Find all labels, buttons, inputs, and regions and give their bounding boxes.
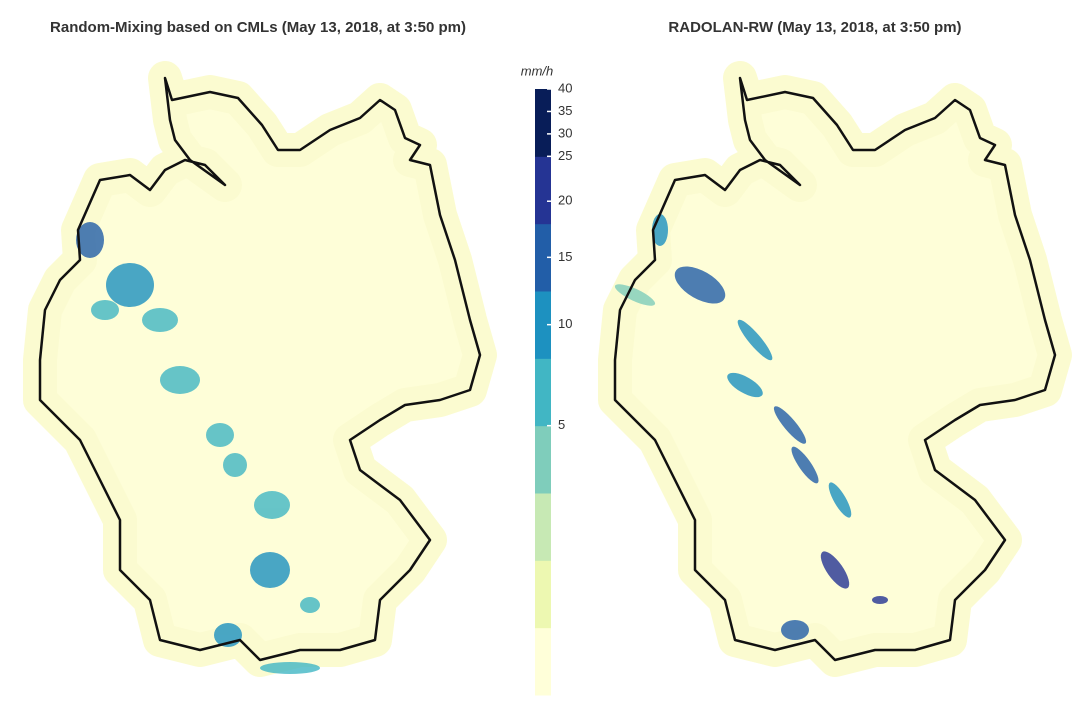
colorbar-band — [535, 223, 551, 292]
colorbar-tick-label: 15 — [558, 249, 572, 264]
colorbar-band — [535, 89, 551, 157]
left-title: Random-Mixing based on CMLs (May 13, 201… — [50, 19, 466, 36]
colorbar-band — [535, 493, 551, 561]
colorbar-tick-label: 20 — [558, 193, 572, 208]
right-title: RADOLAN-RW (May 13, 2018, at 3:50 pm) — [668, 19, 961, 36]
colorbar-tick-label: 40 — [558, 80, 572, 95]
colorbar-tick-label: 5 — [558, 417, 565, 432]
colorbar-band — [535, 560, 551, 629]
colorbar-band — [535, 358, 551, 427]
left-map — [40, 78, 480, 674]
colorbar-tick-label: 25 — [558, 148, 572, 163]
colorbar-label: mm/h — [521, 63, 554, 78]
colorbar-tick-label: 30 — [558, 125, 572, 140]
colorbar: mm/h 5 10 15 20 25 30 35 40 — [521, 63, 572, 696]
colorbar-band — [535, 425, 551, 494]
colorbar-band — [535, 627, 551, 696]
colorbar-tick-label: 35 — [558, 103, 572, 118]
colorbar-band — [535, 291, 551, 359]
right-map — [613, 78, 1055, 660]
colorbar-tick-label: 10 — [558, 316, 572, 331]
colorbar-band — [535, 156, 551, 225]
